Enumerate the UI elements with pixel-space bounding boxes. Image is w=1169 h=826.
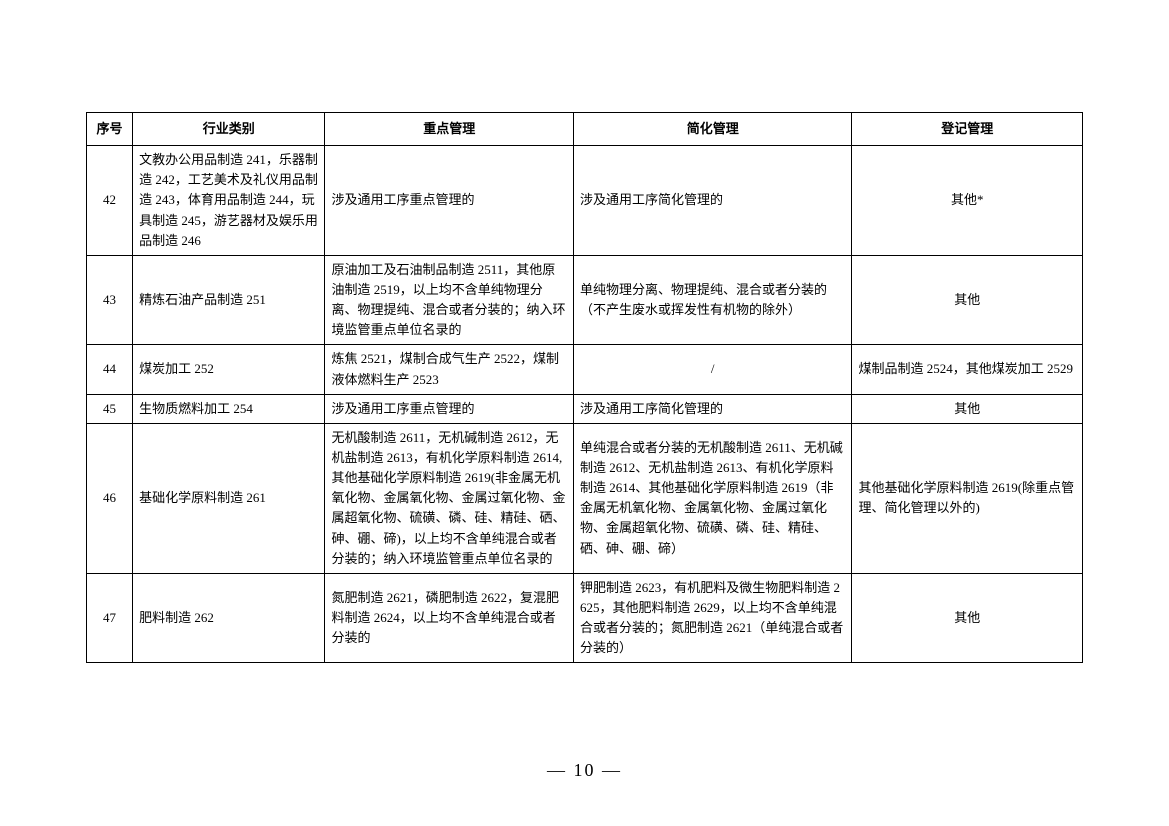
table-row: 45生物质燃料加工 254涉及通用工序重点管理的涉及通用工序简化管理的其他 [87,394,1083,423]
cell-key: 无机酸制造 2611，无机碱制造 2612，无机盐制造 2613，有机化学原料制… [325,423,573,573]
col-header-key: 重点管理 [325,113,573,146]
cell-num: 43 [87,255,133,345]
col-header-num: 序号 [87,113,133,146]
cell-category: 生物质燃料加工 254 [133,394,325,423]
cell-registration: 其他 [852,573,1083,663]
cell-category: 基础化学原料制造 261 [133,423,325,573]
cell-registration: 其他* [852,146,1083,256]
table-row: 42文教办公用品制造 241，乐器制造 242，工艺美术及礼仪用品制造 243，… [87,146,1083,256]
cell-num: 47 [87,573,133,663]
cell-registration: 煤制品制造 2524，其他煤炭加工 2529 [852,345,1083,394]
cell-simplified: 单纯物理分离、物理提纯、混合或者分装的（不产生废水或挥发性有机物的除外） [573,255,852,345]
cell-key: 原油加工及石油制品制造 2511，其他原油制造 2519，以上均不含单纯物理分离… [325,255,573,345]
header-row: 序号 行业类别 重点管理 简化管理 登记管理 [87,113,1083,146]
table-row: 47肥料制造 262氮肥制造 2621，磷肥制造 2622，复混肥料制造 262… [87,573,1083,663]
cell-registration: 其他 [852,394,1083,423]
cell-category: 精炼石油产品制造 251 [133,255,325,345]
table-row: 43精炼石油产品制造 251原油加工及石油制品制造 2511，其他原油制造 25… [87,255,1083,345]
cell-simplified: 单纯混合或者分装的无机酸制造 2611、无机碱制造 2612、无机盐制造 261… [573,423,852,573]
cell-key: 炼焦 2521，煤制合成气生产 2522，煤制液体燃料生产 2523 [325,345,573,394]
cell-category: 煤炭加工 252 [133,345,325,394]
cell-simplified: / [573,345,852,394]
cell-key: 氮肥制造 2621，磷肥制造 2622，复混肥料制造 2624，以上均不含单纯混… [325,573,573,663]
table-row: 44煤炭加工 252炼焦 2521，煤制合成气生产 2522，煤制液体燃料生产 … [87,345,1083,394]
cell-category: 文教办公用品制造 241，乐器制造 242，工艺美术及礼仪用品制造 243，体育… [133,146,325,256]
col-header-simplified: 简化管理 [573,113,852,146]
cell-num: 44 [87,345,133,394]
cell-key: 涉及通用工序重点管理的 [325,146,573,256]
cell-category: 肥料制造 262 [133,573,325,663]
table-row: 46基础化学原料制造 261无机酸制造 2611，无机碱制造 2612，无机盐制… [87,423,1083,573]
cell-registration: 其他基础化学原料制造 2619(除重点管理、简化管理以外的) [852,423,1083,573]
page-container: 序号 行业类别 重点管理 简化管理 登记管理 42文教办公用品制造 241，乐器… [0,0,1169,663]
cell-simplified: 涉及通用工序简化管理的 [573,394,852,423]
col-header-category: 行业类别 [133,113,325,146]
page-number: — 10 — [0,760,1169,781]
cell-num: 42 [87,146,133,256]
cell-simplified: 钾肥制造 2623，有机肥料及微生物肥料制造 2625，其他肥料制造 2629，… [573,573,852,663]
cell-key: 涉及通用工序重点管理的 [325,394,573,423]
cell-registration: 其他 [852,255,1083,345]
table-body: 42文教办公用品制造 241，乐器制造 242，工艺美术及礼仪用品制造 243，… [87,146,1083,663]
regulation-table: 序号 行业类别 重点管理 简化管理 登记管理 42文教办公用品制造 241，乐器… [86,112,1083,663]
cell-num: 45 [87,394,133,423]
cell-simplified: 涉及通用工序简化管理的 [573,146,852,256]
col-header-registration: 登记管理 [852,113,1083,146]
cell-num: 46 [87,423,133,573]
